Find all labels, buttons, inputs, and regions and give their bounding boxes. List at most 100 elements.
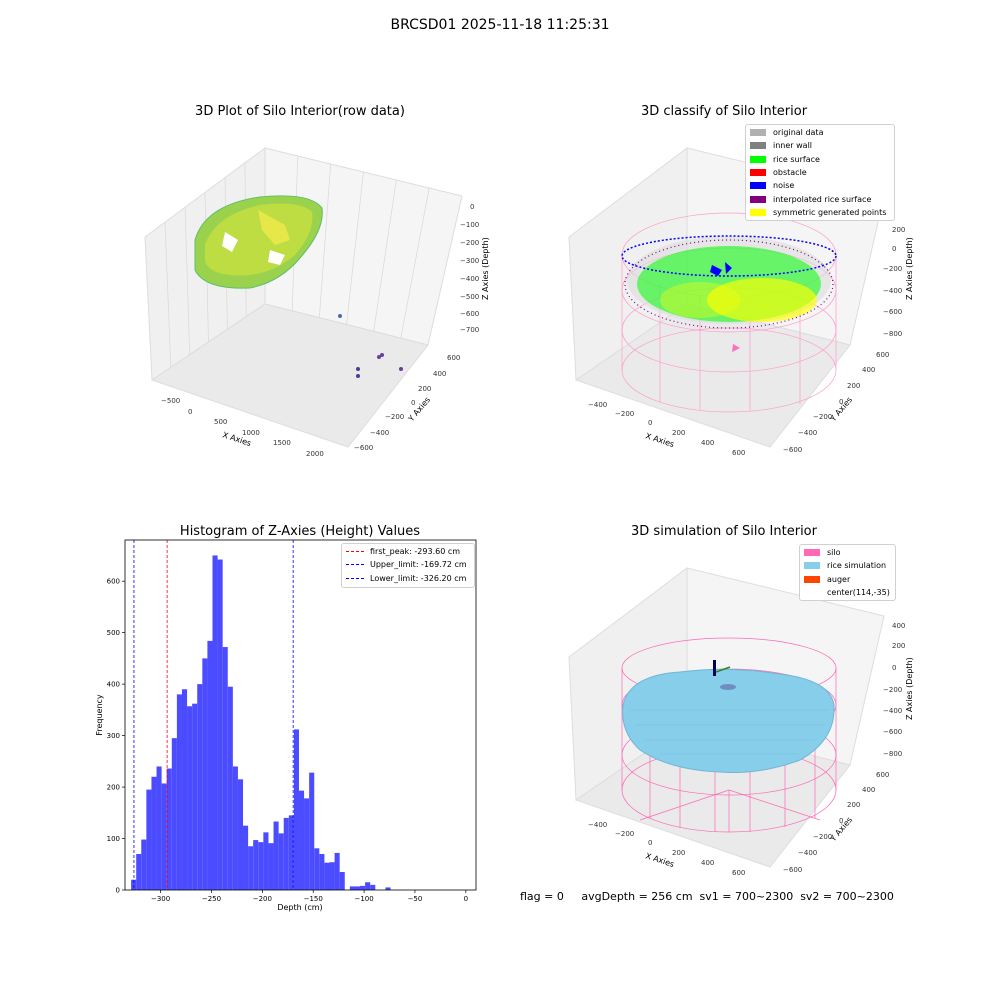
histogram-chart: −300 −250 −200 −150 −100 −50 0 0 100 200 300 400 50… xyxy=(95,539,477,912)
legend-item: noise xyxy=(746,179,894,192)
histogram-bar xyxy=(258,842,264,890)
legend-swatch xyxy=(804,589,820,596)
legend-swatch xyxy=(750,182,766,190)
classify-plot-title: 3D classify of Silo Interior xyxy=(640,104,808,119)
classify-point-cloud xyxy=(621,235,837,352)
histogram-xtick-label: −150 xyxy=(304,895,323,903)
classify-ytick: −400 xyxy=(798,429,817,437)
histogram-bar xyxy=(319,853,325,890)
raw-ztick: −600 xyxy=(460,310,479,318)
legend-swatch xyxy=(750,195,766,203)
histogram-bar xyxy=(288,815,294,890)
simulation-xtick: 0 xyxy=(648,839,652,847)
histogram-bar xyxy=(278,833,284,890)
simulation-legend: silo rice simulation auger center(114,-35) xyxy=(799,544,896,601)
raw-ytick: 600 xyxy=(447,354,460,362)
histogram-xlabel: Depth (cm) xyxy=(277,903,322,912)
raw-xtick: 2000 xyxy=(306,450,324,458)
histogram-bar xyxy=(197,684,203,890)
histogram-bar xyxy=(151,776,157,890)
histogram-legend: first_peak: -293.60 cm Upper_limit: -169.… xyxy=(341,543,475,588)
legend-swatch xyxy=(804,549,820,557)
histogram-ylabel: Frequency xyxy=(95,694,104,736)
histogram-ytick-label: 100 xyxy=(107,835,120,843)
histogram-bar xyxy=(237,779,244,890)
legend-label: obstacle xyxy=(773,168,807,178)
histogram-ytick-label: 200 xyxy=(107,784,120,792)
legend-line-swatch xyxy=(346,551,364,553)
legend-item: center(114,-35) xyxy=(800,586,895,599)
classify-zlabel: Z Axies (Depth) xyxy=(905,237,914,300)
legend-item: silo xyxy=(800,546,895,559)
classify-xlabel: X Axies xyxy=(644,431,675,449)
simulation-ytick: −600 xyxy=(783,866,802,874)
histogram-bar xyxy=(166,768,172,890)
simulation-ztick: −200 xyxy=(883,686,902,694)
legend-label: noise xyxy=(773,181,795,191)
simulation-ztick: 400 xyxy=(892,622,905,630)
simulation-ztick: 0 xyxy=(892,664,896,672)
legend-swatch xyxy=(750,208,766,216)
histogram-bar xyxy=(248,846,254,890)
legend-swatch xyxy=(750,142,766,150)
histogram-bar xyxy=(207,640,213,890)
legend-label: interpolated rice surface xyxy=(773,194,872,204)
histogram-bar xyxy=(156,766,162,890)
raw-ytick: 400 xyxy=(433,370,446,378)
classify-ytick: 200 xyxy=(847,382,860,390)
histogram-bar xyxy=(334,852,340,890)
histogram-bar xyxy=(304,798,310,890)
simulation-ztick: −400 xyxy=(883,707,902,715)
histogram-bar xyxy=(273,821,279,890)
classify-ztick: −400 xyxy=(883,287,902,295)
histogram-ytick-label: 300 xyxy=(107,732,120,740)
raw-ytick: −600 xyxy=(354,444,373,452)
classify-3d-plot: −400 −200 0 200 400 600 600 400 200 0 −2… xyxy=(568,146,914,457)
raw-point-cloud xyxy=(194,195,323,289)
histogram-bar xyxy=(176,694,182,890)
simulation-ytick: 0 xyxy=(839,817,843,825)
classify-xtick: 400 xyxy=(701,439,714,447)
simulation-xtick: 400 xyxy=(701,859,714,867)
legend-label: Lower_limit: -326.20 cm xyxy=(370,573,467,583)
raw-xtick: 500 xyxy=(214,418,227,426)
histogram-bar xyxy=(146,789,152,890)
raw-ytick: 200 xyxy=(418,385,431,393)
histogram-bar xyxy=(324,862,330,890)
raw-ztick: −300 xyxy=(460,257,479,265)
legend-label: original data xyxy=(773,128,824,138)
histogram-ytick-label: 600 xyxy=(107,578,120,586)
rice-simulation-surface xyxy=(622,668,835,773)
histogram-bar xyxy=(181,689,188,890)
legend-label: first_peak: -293.60 cm xyxy=(370,547,461,557)
legend-item: interpolated rice surface xyxy=(746,192,894,205)
histogram-bar xyxy=(349,886,355,890)
classify-ytick: −200 xyxy=(813,413,832,421)
raw-ylabel: Y Axies xyxy=(406,395,432,424)
classify-xtick: −400 xyxy=(588,401,607,409)
figure-title: BRCSD01 2025-11-18 11:25:31 xyxy=(390,17,610,33)
legend-item: auger xyxy=(800,573,895,586)
histogram-xtick-label: 0 xyxy=(464,895,468,903)
simulation-ztick: −600 xyxy=(883,728,902,736)
histogram-bar xyxy=(217,559,223,890)
legend-item: original data xyxy=(746,126,894,139)
simulation-3d-plot: −400 −200 0 200 400 600 600 400 200 0 −2… xyxy=(568,566,914,877)
raw-ytick: −200 xyxy=(385,413,404,421)
classify-ztick: −800 xyxy=(883,330,902,338)
raw-3d-plot: −500 0 500 1000 1500 2000 600 400 200 0 … xyxy=(144,147,490,458)
classify-ztick: −600 xyxy=(883,308,902,316)
histogram-xtick-label: −250 xyxy=(202,895,221,903)
raw-zlabel: Z Axies (Depth) xyxy=(481,237,490,300)
histogram-bar xyxy=(354,886,361,890)
simulation-ytick: 400 xyxy=(862,786,875,794)
raw-plot-title: 3D Plot of Silo Interior(row data) xyxy=(195,104,405,119)
raw-ztick: −700 xyxy=(460,326,479,334)
classify-legend: original data inner wall rice surface obsta… xyxy=(745,124,895,221)
raw-xtick: 1000 xyxy=(242,429,260,437)
histogram-title: Histogram of Z-Axies (Height) Values xyxy=(179,524,421,539)
classify-xtick: 200 xyxy=(672,429,685,437)
raw-xtick: −500 xyxy=(161,397,180,405)
histogram-ytick-label: 400 xyxy=(107,681,120,689)
auger-marker xyxy=(713,660,731,676)
